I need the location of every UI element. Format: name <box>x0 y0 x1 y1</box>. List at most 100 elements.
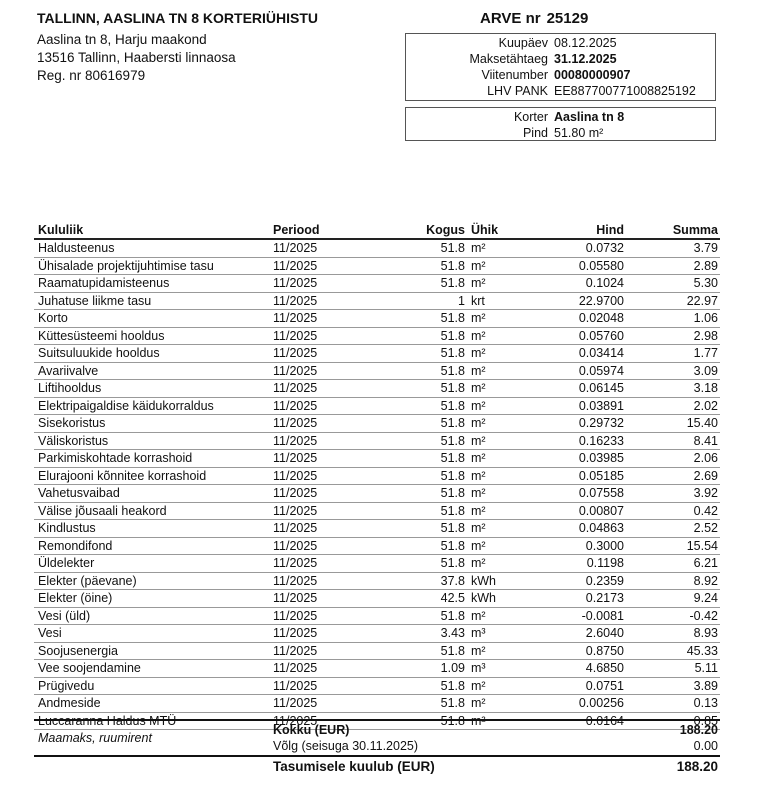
cell-sum: 15.40 <box>686 416 718 430</box>
cell-sum: 2.69 <box>693 468 718 483</box>
table-row: Soojusenergia 11/2025 51.8 m² 0.8750 45.33 <box>34 643 720 660</box>
cell-quantity: 37.8 <box>440 573 465 588</box>
charges-table: Kululiik Periood Kogus Ühik Hind Summa Haldus… <box>34 222 720 747</box>
table-row: Vahetusvaibad 11/2025 51.8 m² 0.07558 3.92 <box>34 485 720 503</box>
cell-sum: 2.06 <box>693 451 718 465</box>
cell-period: 11/2025 <box>273 626 318 640</box>
cell-sum: 8.92 <box>693 573 718 588</box>
cell-item: Elekter (päevane) <box>38 573 137 588</box>
detail-label: Pind <box>522 126 548 140</box>
cell-unit: m² <box>471 486 486 500</box>
cell-unit: m² <box>471 678 486 693</box>
cell-price: 0.02048 <box>578 311 624 325</box>
cell-item: Juhatuse liikme tasu <box>38 293 152 308</box>
cell-unit: m² <box>471 258 486 273</box>
cell-item: Vesi <box>38 626 62 640</box>
cell-quantity: 51.8 <box>440 276 465 290</box>
cell-period: 11/2025 <box>273 416 318 430</box>
cell-sum: 9.24 <box>693 591 718 605</box>
cell-price: 0.05974 <box>578 363 624 378</box>
cell-unit: m³ <box>471 626 486 640</box>
table-row: Haldusteenus 11/2025 51.8 m² 0.0732 3.79 <box>34 240 720 258</box>
header-item: Kululiik <box>38 223 84 237</box>
cell-item: Vesi (üld) <box>38 608 91 623</box>
cell-sum: 0.42 <box>693 503 718 518</box>
cell-price: 0.04863 <box>578 521 624 535</box>
cell-quantity: 51.8 <box>440 381 465 395</box>
table-row: Juhatuse liikme tasu 11/2025 1 krt 22.9700 22… <box>34 293 720 310</box>
debt-row: Võlg (seisuga 30.11.2025) 0.00 <box>273 738 720 754</box>
cell-quantity: 51.8 <box>440 608 465 623</box>
cell-period: 11/2025 <box>273 381 318 395</box>
cell-price: 0.1024 <box>585 276 624 290</box>
cell-unit: m² <box>471 311 486 325</box>
table-row: Vesi (üld) 11/2025 51.8 m² -0.0081 -0.42 <box>34 608 720 625</box>
seller-address: Aaslina tn 8, Harju maakond <box>37 32 207 47</box>
cell-sum: 3.92 <box>693 486 718 500</box>
cell-period: 11/2025 <box>273 451 318 465</box>
cell-sum: 3.79 <box>693 241 718 255</box>
cell-period: 11/2025 <box>273 696 318 710</box>
table-row: Ühisalade projektijuhtimise tasu 11/2025 5… <box>34 258 720 275</box>
cell-quantity: 1 <box>458 293 465 308</box>
cell-price: 4.6850 <box>585 661 624 675</box>
invoice-title: ARVE nr 25129 <box>480 10 594 27</box>
cell-period: 11/2025 <box>273 258 318 273</box>
cell-price: 0.29732 <box>578 416 624 430</box>
table-row: Prügivedu 11/2025 51.8 m² 0.0751 3.89 <box>34 678 720 695</box>
cell-quantity: 3.43 <box>440 626 465 640</box>
cell-price: 0.00256 <box>578 696 624 710</box>
cell-sum: 0.13 <box>693 696 718 710</box>
table-row: Väliskoristus 11/2025 51.8 m² 0.16233 8.41 <box>34 433 720 450</box>
cell-price: 0.0732 <box>585 241 624 255</box>
amount-due-label: Tasumisele kuulub (EUR) <box>273 759 435 774</box>
table-row: Avariivalve 11/2025 51.8 m² 0.05974 3.09 <box>34 363 720 380</box>
cell-price: 0.0751 <box>585 678 624 693</box>
seller-name: TALLINN, AASLINA TN 8 KORTERIÜHISTU <box>37 10 319 26</box>
cell-quantity: 51.8 <box>440 433 465 448</box>
cell-period: 11/2025 <box>273 521 318 535</box>
detail-value: 00080000907 <box>554 68 631 82</box>
cell-sum: 2.98 <box>693 328 718 343</box>
cell-price: 0.2173 <box>585 591 624 605</box>
cell-period: 11/2025 <box>273 486 318 500</box>
detail-value: 08.12.2025 <box>554 36 617 50</box>
cell-quantity: 51.8 <box>440 328 465 343</box>
cell-period: 11/2025 <box>273 591 318 605</box>
invoice-details-box: Kuupäev 08.12.2025 Maksetähtaeg 31.12.2025 V… <box>405 33 716 101</box>
table-header: Kululiik Periood Kogus Ühik Hind Summa <box>34 222 720 240</box>
cell-quantity: 51.8 <box>440 486 465 500</box>
row-note: Maamaks, ruumirent <box>38 731 152 745</box>
cell-unit: m² <box>471 328 486 343</box>
cell-quantity: 51.8 <box>440 311 465 325</box>
cell-price: 0.03985 <box>578 451 624 465</box>
detail-label: Viitenumber <box>481 68 548 82</box>
cell-price: 0.07558 <box>578 486 624 500</box>
cell-unit: m² <box>471 276 486 290</box>
cell-item: Avariivalve <box>38 363 99 378</box>
table-row: Parkimiskohtade korrashoid 11/2025 51.8 m² 0… <box>34 450 720 468</box>
subtotal-value: 188.20 <box>679 723 718 737</box>
cell-unit: m² <box>471 433 486 448</box>
cell-unit: kWh <box>471 591 496 605</box>
cell-quantity: 51.8 <box>440 258 465 273</box>
cell-period: 11/2025 <box>273 468 318 483</box>
table-row: Vesi 11/2025 3.43 m³ 2.6040 8.93 <box>34 625 720 643</box>
cell-unit: m² <box>471 696 486 710</box>
table-row: Elurajooni kõnnitee korrashoid 11/2025 51.… <box>34 468 720 485</box>
detail-row: LHV PANK EE887700771008825192 <box>406 83 715 99</box>
cell-unit: m² <box>471 346 486 360</box>
table-row: Andmeside 11/2025 51.8 m² 0.00256 0.13 <box>34 695 720 713</box>
cell-quantity: 51.8 <box>440 346 465 360</box>
table-row: Kindlustus 11/2025 51.8 m² 0.04863 2.52 <box>34 520 720 538</box>
cell-unit: m² <box>471 538 486 553</box>
cell-sum: 3.09 <box>693 363 718 378</box>
cell-unit: m² <box>471 241 486 255</box>
cell-sum: 2.52 <box>693 521 718 535</box>
detail-value: 31.12.2025 <box>554 52 617 66</box>
cell-item: Haldusteenus <box>38 241 115 255</box>
cell-price: 0.00807 <box>578 503 624 518</box>
cell-unit: m² <box>471 521 486 535</box>
cell-quantity: 51.8 <box>440 468 465 483</box>
apartment-box: Korter Aaslina tn 8 Pind 51.80 m² <box>405 107 716 141</box>
